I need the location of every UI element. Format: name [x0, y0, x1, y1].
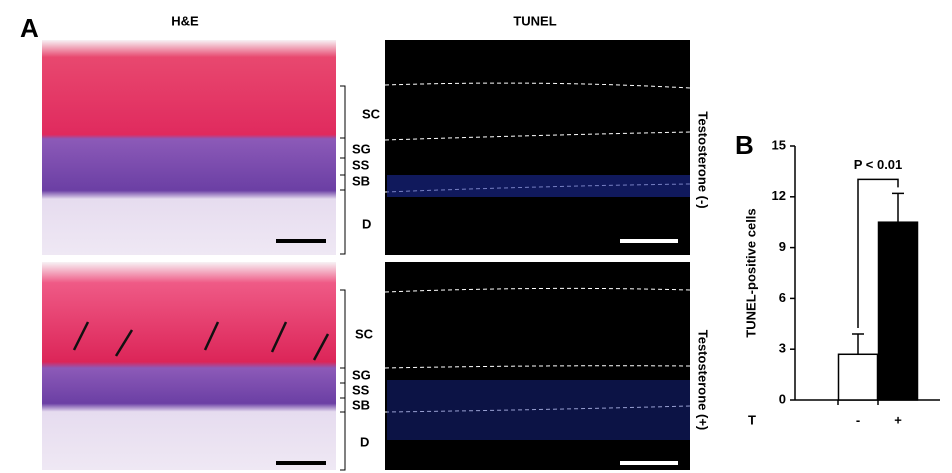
layer-label: SC [362, 106, 381, 121]
bar [877, 221, 919, 401]
y-axis-label: TUNEL-positive cells [743, 208, 758, 337]
arrows [72, 321, 330, 361]
he-image [42, 40, 336, 255]
y-tick-label: 12 [772, 188, 786, 203]
layer-label: D [362, 216, 371, 231]
significance-bracket [857, 178, 899, 328]
panel-label: A [20, 13, 39, 43]
layer-label: D [360, 434, 369, 449]
x-tick-label: - [856, 412, 860, 427]
scale-bars [276, 239, 678, 465]
error-bar [892, 192, 904, 223]
layer-label: SS [352, 382, 370, 397]
nuclei [387, 380, 690, 440]
panel-label: B [735, 130, 754, 160]
x-tick-label: + [894, 412, 902, 427]
row-label: Testosterone (+) [696, 330, 711, 431]
bar [837, 353, 879, 401]
layer-boundaries [384, 82, 691, 413]
y-tick-label: 6 [779, 290, 786, 305]
layer-label: SB [352, 397, 370, 412]
layer-label: SB [352, 173, 370, 188]
y-tick-label: 3 [779, 341, 786, 356]
column-title: H&E [171, 13, 199, 28]
nuclei [387, 175, 690, 197]
layer-label: SG [352, 367, 371, 382]
layer-label: SC [355, 326, 374, 341]
he-image [42, 262, 336, 470]
tunel-image [385, 40, 690, 255]
column-title: TUNEL [513, 13, 556, 28]
x-axis-label: T [748, 412, 756, 427]
error-bar [852, 333, 864, 355]
layer-brackets [340, 85, 346, 471]
layer-label: SS [352, 157, 370, 172]
y-tick-label: 15 [772, 137, 786, 152]
y-tick-label: 9 [779, 239, 786, 254]
layer-label: SG [352, 141, 371, 156]
y-tick-label: 0 [779, 391, 786, 406]
annotation: P < 0.01 [854, 157, 903, 172]
row-label: Testosterone (-) [696, 111, 711, 208]
